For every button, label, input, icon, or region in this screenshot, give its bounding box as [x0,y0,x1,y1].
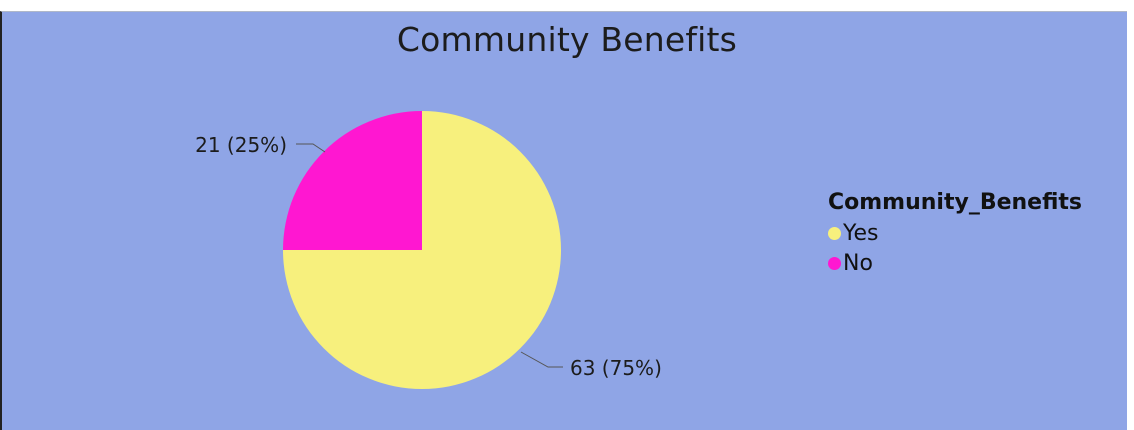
legend-marker-no [828,256,841,270]
leader-line-yes [520,351,563,368]
legend: Community_Benefits Yes No [828,190,1082,278]
leader-line-no [296,143,326,153]
chart-title: Community Benefits [396,20,738,59]
legend-marker-yes [828,226,841,240]
legend-title: Community_Benefits [828,190,1083,215]
legend-item-yes[interactable]: Yes [828,218,1082,248]
legend-item-no[interactable]: No [828,248,1082,278]
chart-panel [0,11,1127,430]
pie-slice-no[interactable] [283,111,422,250]
data-label-yes: 63 (75%) [570,356,662,380]
legend-label-yes: Yes [843,220,879,246]
legend-label-no: No [843,250,873,276]
data-label-no: 21 (25%) [195,133,287,157]
